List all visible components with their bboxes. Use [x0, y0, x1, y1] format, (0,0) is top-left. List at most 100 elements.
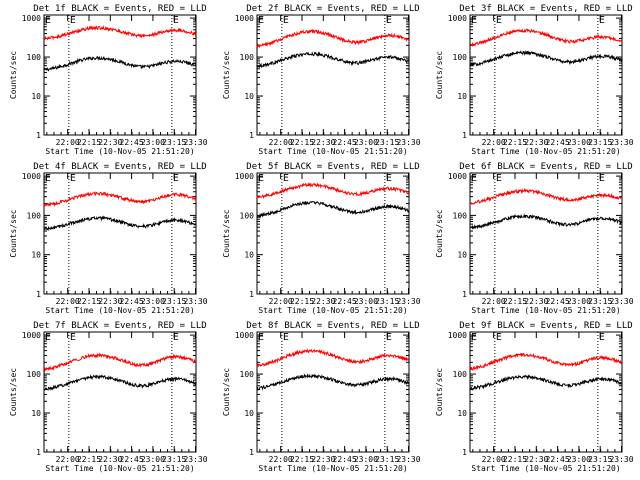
x-axis-label: Start Time (10-Nov-05 21:51:20): [471, 147, 620, 156]
start-marker-label: E: [45, 332, 51, 343]
start-marker-label: E: [45, 15, 51, 26]
event-marker-label: E: [599, 173, 605, 184]
x-tick-label: 22:45: [546, 455, 570, 464]
x-axis-label: Start Time (10-Nov-05 21:51:20): [258, 464, 407, 473]
series-lld-line: [256, 348, 410, 368]
panel-title: Det 2f BLACK = Events, RED = LLD: [246, 4, 419, 14]
x-tick-label: 22:15: [290, 138, 314, 147]
x-axis-label: Start Time (10-Nov-05 21:51:20): [471, 306, 620, 315]
plot-frame: [256, 331, 410, 453]
series-events-line: [256, 200, 410, 219]
event-marker-label: E: [496, 332, 502, 343]
x-tick-label: 23:15: [588, 138, 612, 147]
x-tick-label: 22:15: [290, 297, 314, 306]
x-tick-label: 22:30: [311, 138, 335, 147]
series-lld-line: [43, 352, 196, 373]
x-tick-label: 22:45: [333, 138, 357, 147]
series-lld-line: [43, 24, 197, 41]
y-tick-label: 1: [36, 448, 41, 457]
x-tick-label: 22:15: [503, 138, 527, 147]
start-marker-label: E: [471, 173, 477, 184]
series-lld-line: [469, 187, 623, 205]
x-tick-label: 22:15: [503, 297, 527, 306]
series-events-line: [256, 373, 410, 391]
y-tick-label: 1000: [235, 14, 254, 23]
y-tick-label: 10: [31, 92, 41, 101]
y-tick-label: 100: [240, 211, 255, 220]
plot-frame: [43, 172, 197, 295]
x-axis-label: Start Time (10-Nov-05 21:51:20): [45, 147, 194, 156]
x-tick-label: 22:00: [56, 138, 80, 147]
series-events-line: [256, 51, 410, 69]
panel-det-3: Det 3f BLACK = Events, RED = LLD 1 10 100 10…: [435, 4, 634, 156]
y-tick-label: 1: [462, 131, 467, 140]
panel-title: Det 6f BLACK = Events, RED = LLD: [459, 162, 632, 172]
x-tick-label: 23:15: [375, 138, 399, 147]
panel-title: Det 9f BLACK = Events, RED = LLD: [459, 321, 632, 331]
x-tick-label: 23:00: [567, 138, 591, 147]
y-tick-label: 10: [244, 92, 254, 101]
y-tick-label: 1000: [235, 172, 254, 181]
x-tick-label: 22:00: [56, 455, 80, 464]
y-axis: 1 10 100 1000: [22, 172, 196, 299]
y-axis-label: Counts/sec: [222, 51, 231, 99]
x-tick-label: 22:30: [98, 138, 122, 147]
y-tick-label: 1: [462, 448, 467, 457]
plot-frame: [469, 14, 623, 136]
y-tick-label: 100: [453, 211, 468, 220]
panel-det-2: Det 2f BLACK = Events, RED = LLD 1 10 100 10…: [222, 4, 421, 156]
x-tick-label: 23:15: [588, 455, 612, 464]
x-tick-label: 23:30: [609, 297, 633, 306]
y-tick-label: 10: [244, 409, 254, 418]
x-tick-label: 22:30: [311, 455, 335, 464]
y-tick-label: 1: [249, 290, 254, 299]
y-tick-label: 10: [31, 409, 41, 418]
x-tick-label: 23:30: [609, 138, 633, 147]
x-tick-label: 22:30: [524, 297, 548, 306]
plot-frame: [43, 14, 197, 136]
x-tick-label: 23:15: [162, 138, 186, 147]
x-tick-label: 22:30: [524, 138, 548, 147]
event-marker-label: E: [173, 332, 179, 343]
y-tick-label: 1000: [235, 331, 254, 340]
event-marker-label: E: [386, 173, 392, 184]
y-axis: 1 10 100 1000: [448, 172, 622, 299]
start-marker-label: E: [258, 173, 264, 184]
y-tick-label: 1: [249, 131, 254, 140]
x-tick-label: 23:15: [162, 455, 186, 464]
event-marker-label: E: [173, 173, 179, 184]
x-tick-label: 22:45: [546, 297, 570, 306]
plot-frame: [469, 172, 623, 295]
y-axis-label: Counts/sec: [9, 209, 18, 257]
x-tick-label: 23:15: [588, 297, 612, 306]
plot-frame: [469, 331, 623, 453]
x-axis-label: Start Time (10-Nov-05 21:51:20): [45, 464, 194, 473]
series-events-line: [43, 55, 197, 72]
x-tick-label: 23:00: [567, 297, 591, 306]
x-tick-label: 22:00: [269, 138, 293, 147]
y-axis-label: Counts/sec: [9, 368, 18, 416]
start-marker-label: E: [258, 15, 264, 26]
y-tick-label: 100: [453, 370, 468, 379]
x-tick-label: 22:30: [98, 297, 122, 306]
panel-title: Det 5f BLACK = Events, RED = LLD: [246, 162, 419, 172]
y-axis: 1 10 100 1000: [448, 14, 622, 140]
panel-det-4: Det 4f BLACK = Events, RED = LLD 1 10 100 10…: [9, 162, 208, 315]
x-tick-label: 22:00: [482, 297, 506, 306]
x-tick-label: 23:00: [354, 138, 378, 147]
start-marker-label: E: [471, 332, 477, 343]
y-tick-label: 1000: [22, 14, 41, 23]
x-tick-label: 22:00: [482, 455, 506, 464]
panel-det-5: Det 5f BLACK = Events, RED = LLD 1 10 100 10…: [222, 162, 421, 315]
y-axis: 1 10 100 1000: [235, 14, 409, 140]
x-tick-label: 22:30: [311, 297, 335, 306]
series-events-line: [469, 49, 623, 67]
event-marker-label: E: [283, 332, 289, 343]
event-marker-label: E: [283, 173, 289, 184]
plot-frame: [256, 172, 410, 295]
